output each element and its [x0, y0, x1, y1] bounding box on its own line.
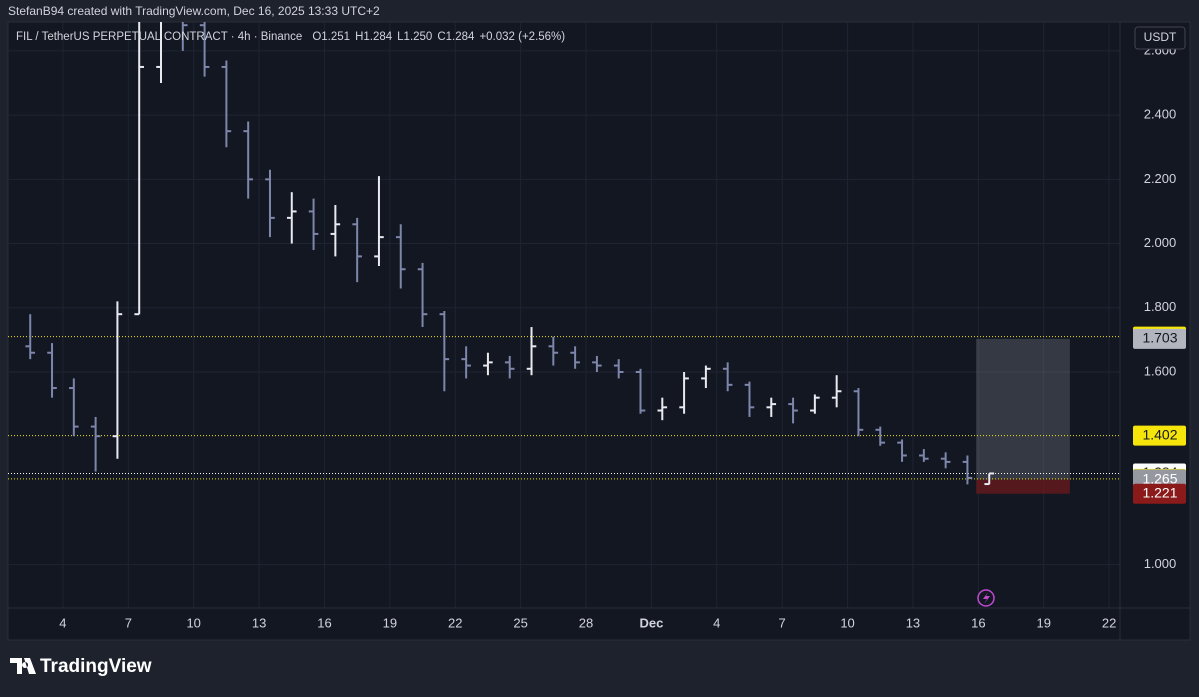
y-tick-label: 2.200 [1144, 171, 1177, 186]
ohlc-bar [352, 217, 362, 283]
ohlc-bar [134, 22, 145, 316]
legend-open: O1.251 [312, 31, 350, 43]
price-label: 1.265 [1142, 470, 1177, 486]
ohlc-bar [875, 426, 886, 446]
legend-low: L1.250 [397, 31, 432, 43]
ohlc-bar [722, 362, 733, 392]
legend-close: C1.284 [437, 31, 475, 43]
x-tick-label: 28 [579, 615, 593, 630]
ohlc-bar [613, 359, 624, 379]
x-tick-label: 19 [1036, 615, 1050, 630]
ohlc-bar [635, 368, 646, 414]
ohlc-bar [810, 394, 820, 414]
ohlc-bar [504, 355, 515, 379]
legend-change: +0.032 (+2.56%) [479, 31, 565, 43]
ohlc-bar [919, 449, 929, 462]
ohlc-bar [265, 169, 275, 238]
price-label-box [1133, 483, 1186, 504]
x-tick-label: 7 [779, 615, 786, 630]
logo: TradingView [10, 656, 152, 677]
ohlc-bar [156, 22, 163, 84]
ohlc-bar [199, 22, 210, 77]
y-tick-label: 1.800 [1144, 299, 1177, 314]
ohlc-bar [570, 346, 580, 369]
ohlc-bar [483, 352, 493, 376]
ohlc-bar [374, 176, 384, 267]
price-label-box [1133, 328, 1186, 349]
ohlc-bar [744, 381, 755, 417]
profit-zone [976, 338, 1070, 480]
logo-icon [10, 658, 36, 674]
x-tick-label: 19 [383, 615, 397, 630]
x-tick-label: 10 [840, 615, 854, 630]
x-tick-label: 10 [186, 615, 200, 630]
x-tick-label: 16 [971, 615, 985, 630]
ohlc-bar [25, 314, 36, 360]
price-label: 1.402 [1142, 426, 1177, 442]
ohlc-bar [112, 301, 123, 459]
x-tick-label: 13 [252, 615, 266, 630]
alert-bolt [983, 592, 990, 604]
y-tick-label: 2.000 [1144, 235, 1177, 250]
credit: StefanB94 created with TradingView.com, … [8, 4, 380, 18]
ohlc-bar [308, 198, 319, 250]
loss-zone [976, 479, 1070, 494]
ohlc-bar [181, 22, 188, 51]
x-tick-label: 16 [317, 615, 331, 630]
ohlc-bar [897, 439, 907, 462]
ohlc-bar [526, 327, 537, 376]
ohlc-bar [47, 343, 57, 398]
ohlc-bar [243, 121, 253, 199]
ohlc-bar [701, 365, 711, 389]
alert-icon[interactable] [977, 589, 995, 607]
x-tick-label: 4 [59, 615, 66, 630]
ohlc-bar [286, 192, 297, 244]
price-label: 1.703 [1142, 330, 1177, 346]
ohlc-bar [395, 224, 406, 289]
x-tick-label: 4 [713, 615, 720, 630]
x-tick-label: 22 [448, 615, 462, 630]
currency-button[interactable] [1134, 26, 1186, 50]
price-label-box [1133, 425, 1186, 446]
ohlc-bar [788, 397, 798, 424]
x-tick-label: 7 [125, 615, 132, 630]
x-tick-label: 22 [1102, 615, 1116, 630]
logo-text: TradingView [40, 656, 152, 677]
y-tick-label: 1.600 [1144, 363, 1177, 378]
ohlc-bar [221, 60, 232, 148]
price-label: 1.221 [1142, 484, 1177, 500]
ohlc-bar [962, 455, 973, 485]
y-tick-label: 2.400 [1144, 107, 1177, 122]
ohlc-bar [548, 336, 559, 366]
ohlc-bar [90, 416, 101, 472]
ohlc-bar [831, 375, 842, 408]
legend-symbol: FIL / TetherUS PERPETUAL CONTRACT · 4h ·… [16, 31, 302, 43]
x-tick-label: 13 [906, 615, 920, 630]
ohlc-bar [417, 262, 428, 328]
ohlc-bar [766, 397, 777, 417]
chart-panel [7, 21, 1191, 641]
x-tick-label: Dec [639, 615, 663, 630]
ohlc-bar [984, 472, 995, 486]
ohlc-bar [69, 378, 79, 437]
ohlc-bar [657, 397, 668, 421]
ohlc-bar [592, 355, 602, 372]
ohlc-bar [439, 310, 450, 392]
x-tick-label: 25 [513, 615, 527, 630]
y-tick-label: 1.000 [1144, 556, 1177, 571]
currency: USDT [1144, 30, 1177, 44]
legend: FIL / TetherUS PERPETUAL CONTRACT · 4h ·… [16, 31, 565, 43]
ohlc-bar [679, 371, 689, 414]
ohlc-bar [940, 452, 951, 469]
legend-high: H1.284 [355, 31, 393, 43]
ohlc-bar [853, 388, 864, 437]
ohlc-bar [330, 205, 341, 257]
ohlc-bar [461, 346, 471, 379]
